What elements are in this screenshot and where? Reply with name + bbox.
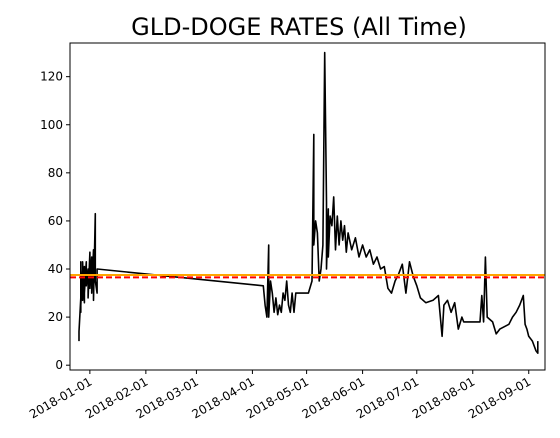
y-tick-label: 80: [48, 166, 63, 180]
chart-title: GLD-DOGE RATES (All Time): [131, 13, 467, 41]
x-tick-label: 2018-01-01: [27, 374, 94, 421]
axes: 0204060801001202018-01-012018-02-012018-…: [27, 42, 546, 421]
x-tick-label: 2018-08-01: [410, 374, 477, 421]
y-tick-label: 60: [48, 214, 63, 228]
y-tick-label: 20: [48, 310, 63, 324]
series-line-1: [78, 51, 539, 354]
y-tick-label: 120: [40, 70, 63, 84]
plot-area: [70, 51, 545, 354]
y-tick-label: 40: [48, 262, 63, 276]
y-tick-label: 100: [40, 118, 63, 132]
plot-frame: [69, 42, 546, 371]
y-tick-label: 0: [55, 358, 63, 372]
x-tick-label: 2018-09-01: [466, 374, 533, 421]
